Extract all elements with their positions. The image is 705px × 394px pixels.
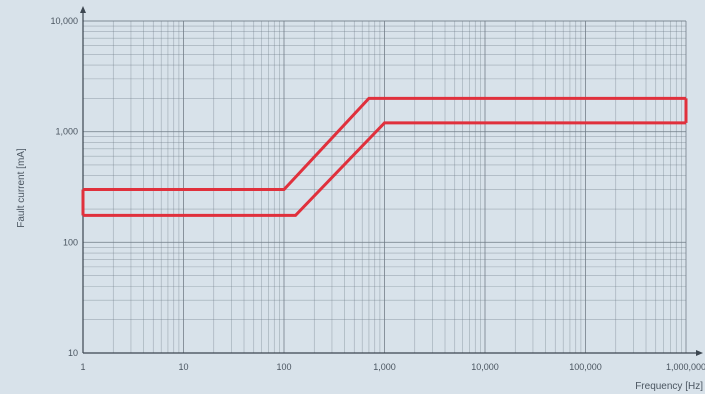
series — [81, 96, 688, 217]
x-tick-label: 10,000 — [471, 362, 499, 372]
x-tick-label: 1,000,000 — [666, 362, 705, 372]
series-line-1 — [83, 96, 686, 191]
y-tick-label: 10,000 — [50, 16, 78, 26]
y-axis-label: Fault current [mA] — [16, 148, 27, 228]
x-tick-label: 10 — [178, 362, 188, 372]
axes — [80, 6, 703, 356]
x-axis-label: Frequency [Hz] — [635, 381, 703, 392]
y-axis-arrow — [80, 6, 86, 13]
x-tick-label: 100 — [276, 362, 291, 372]
x-tick-label: 100,000 — [569, 362, 602, 372]
series-line-2 — [83, 121, 686, 217]
x-axis-arrow — [696, 350, 703, 356]
tick-labels: 1 10 100 1,000 10,000 100,000 1,000,000101001,… — [50, 16, 705, 372]
x-tick-label: 1,000 — [373, 362, 396, 372]
y-tick-label: 1,000 — [55, 127, 78, 137]
x-tick-label: 1 — [80, 362, 85, 372]
y-tick-label: 10 — [68, 348, 78, 358]
y-tick-label: 100 — [63, 237, 78, 247]
